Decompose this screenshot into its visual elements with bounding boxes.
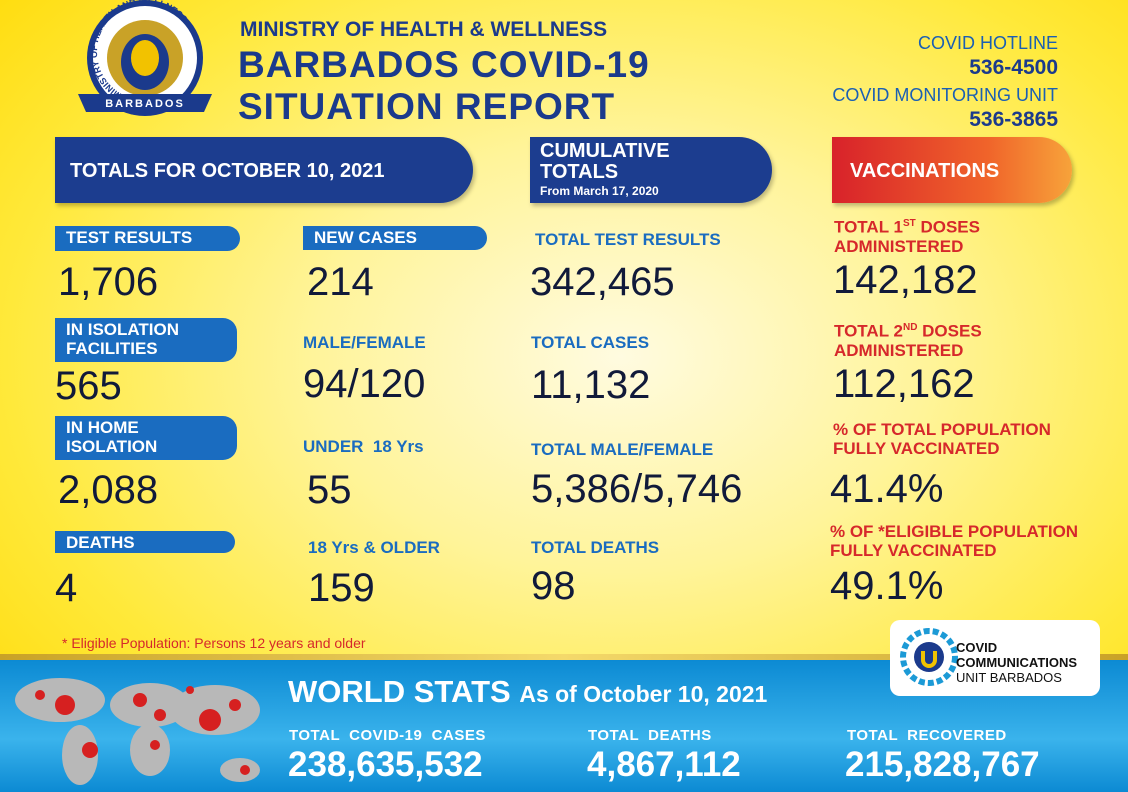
divider (0, 654, 1128, 660)
stat-label: TOTAL 1ST DOSES ADMINISTERED (834, 214, 1004, 256)
stat-value: 565 (55, 364, 122, 408)
stat-value: 142,182 (833, 258, 978, 302)
hotline-label: COVID HOTLINE (917, 33, 1058, 53)
stat-label: MALE/FEMALE (303, 333, 426, 352)
vaccinations-banner: VACCINATIONS (832, 137, 1072, 203)
world-stat-value: 4,867,112 (587, 745, 741, 784)
comms-logo-line: UNIT BARBADOS (956, 670, 1062, 685)
stat-label: DEATHS (55, 531, 235, 553)
stat-label: TOTAL CASES (531, 333, 650, 352)
stat-value: 159 (308, 566, 375, 610)
stat-value: 98 (531, 564, 576, 608)
stat-value: 214 (307, 260, 374, 304)
label-superscript: ND (902, 322, 918, 333)
cumulative-banner: CUMULATIVE TOTALS From March 17, 2020 (530, 137, 772, 203)
stat-value: 342,465 (530, 260, 675, 304)
report-title: SITUATION REPORT (238, 86, 616, 127)
stat-value: 94/120 (303, 362, 426, 406)
ministry-logo: MINISTRY OF HEALTH AND WELLNESS BARBADOS (78, 0, 212, 116)
daily-banner: TOTALS FOR OCTOBER 10, 2021 (55, 137, 473, 203)
label-text: DOSES ADMINISTERED (834, 217, 980, 256)
stat-label: TOTAL MALE/FEMALE (531, 440, 714, 459)
stat-label: TEST RESULTS (55, 226, 240, 251)
stat-label: NEW CASES (303, 226, 487, 250)
vaccinations-title: VACCINATIONS (850, 160, 1000, 182)
world-subtitle: As of October 10, 2021 (519, 681, 768, 707)
comms-logo: COVID COMMUNICATIONS UNIT BARBADOS (890, 620, 1100, 696)
world-stat-value: 215,828,767 (845, 745, 1040, 784)
stat-value: 49.1% (830, 564, 944, 608)
stat-label: % OF *ELIGIBLE POPULATION FULLY VACCINAT… (830, 522, 1079, 560)
stat-value: 112,162 (833, 362, 975, 406)
comms-logo-line: COMMUNICATIONS (956, 655, 1078, 670)
stat-value: 55 (307, 468, 352, 512)
stat-value: 2,088 (58, 468, 159, 512)
stat-label: % OF TOTAL POPULATION FULLY VACCINATED (833, 420, 1051, 458)
world-map (15, 678, 260, 785)
ministry-name: MINISTRY OF HEALTH & WELLNESS (240, 18, 608, 41)
label-text: TOTAL 1 (834, 217, 903, 237)
world-stat-label: TOTAL COVID-19 CASES (289, 727, 486, 744)
stat-label: IN HOME ISOLATION (55, 416, 237, 460)
unit-number: 536-3865 (969, 108, 1058, 131)
comms-logo-icon (900, 628, 958, 686)
world-stat-value: 238,635,532 (288, 745, 483, 784)
stat-value: 11,132 (531, 363, 651, 407)
label-text: DOSES ADMINISTERED (834, 321, 982, 360)
comms-logo-line: COVID (956, 640, 998, 655)
stat-label: TOTAL 2ND DOSES ADMINISTERED (834, 318, 1004, 360)
stat-value: 41.4% (830, 467, 944, 511)
label-text: TOTAL 2 (834, 321, 903, 341)
hotline-number: 536-4500 (969, 56, 1058, 79)
footnote: * Eligible Population: Persons 12 years … (62, 635, 366, 651)
cumulative-subtitle: From March 17, 2020 (540, 184, 659, 198)
stat-value: 5,386/5,746 (531, 467, 743, 511)
world-stat-label: TOTAL RECOVERED (847, 727, 1007, 744)
logo-country: BARBADOS (105, 98, 185, 110)
stat-label: TOTAL DEATHS (531, 538, 660, 557)
stat-label: UNDER 18 Yrs (303, 437, 424, 456)
world-stat-label: TOTAL DEATHS (588, 727, 712, 744)
stat-value: 1,706 (58, 260, 159, 304)
daily-title: TOTALS FOR OCTOBER 10, 2021 (70, 160, 385, 182)
unit-label: COVID MONITORING UNIT (832, 85, 1058, 105)
label-superscript: ST (902, 218, 916, 229)
world-title-text: WORLD STATS (288, 674, 511, 709)
cumulative-title: CUMULATIVE TOTALS (540, 140, 670, 183)
stat-label: TOTAL TEST RESULTS (535, 230, 721, 249)
stat-value: 4 (55, 566, 78, 610)
stat-label: 18 Yrs & OLDER (308, 538, 440, 557)
report-title: BARBADOS COVID-19 (238, 44, 650, 85)
stat-label: IN ISOLATION FACILITIES (55, 318, 237, 362)
world-title: WORLD STATS As of October 10, 2021 (288, 674, 767, 710)
